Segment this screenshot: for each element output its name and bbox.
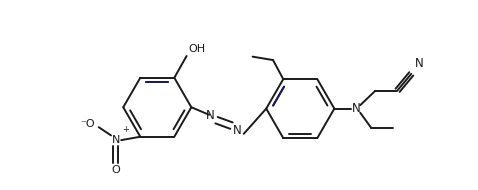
Text: O: O (111, 165, 120, 175)
Text: OH: OH (188, 44, 205, 54)
Text: N: N (415, 58, 424, 70)
Text: ⁻O: ⁻O (80, 120, 95, 129)
Text: N: N (206, 109, 215, 122)
Text: N: N (233, 124, 242, 137)
Text: N: N (352, 102, 360, 115)
Text: N: N (111, 135, 120, 145)
Text: +: + (122, 125, 129, 134)
